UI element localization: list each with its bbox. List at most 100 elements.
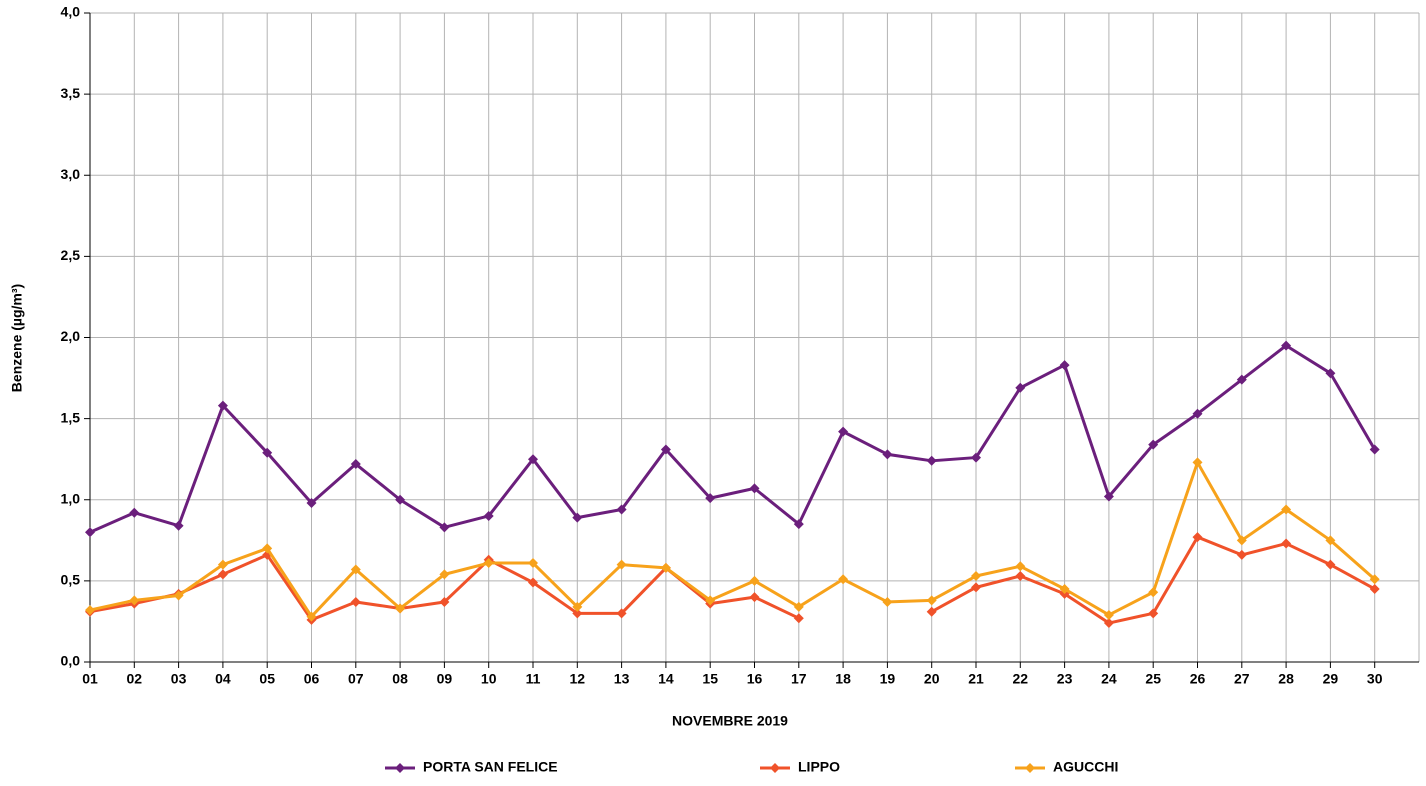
data-point: [217, 569, 228, 580]
data-point: [572, 512, 583, 523]
legend-label: AGUCCHI: [1053, 759, 1118, 775]
data-point: [1281, 340, 1292, 351]
data-point: [1103, 609, 1114, 620]
data-point: [1103, 491, 1114, 502]
x-tick-label: 10: [481, 671, 497, 687]
x-tick-label: 21: [968, 671, 984, 687]
y-tick-label: 0,5: [61, 572, 81, 588]
data-point: [1059, 583, 1070, 594]
x-tick-label: 02: [127, 671, 143, 687]
x-tick-label: 16: [747, 671, 763, 687]
legend-marker: [1025, 763, 1035, 773]
data-point: [439, 522, 450, 533]
data-point: [749, 483, 760, 494]
data-point: [1148, 587, 1159, 598]
x-tick-label: 15: [702, 671, 718, 687]
data-point: [616, 504, 627, 515]
data-point: [926, 595, 937, 606]
data-point: [705, 493, 716, 504]
x-tick-label: 17: [791, 671, 807, 687]
data-point: [306, 611, 317, 622]
x-tick-label: 23: [1057, 671, 1073, 687]
data-point: [395, 494, 406, 505]
data-point: [217, 559, 228, 570]
x-tick-label: 14: [658, 671, 674, 687]
x-tick-label: 04: [215, 671, 231, 687]
data-point: [483, 510, 494, 521]
x-tick-label: 11: [526, 671, 541, 687]
y-tick-label: 1,5: [61, 409, 81, 425]
data-point: [1325, 535, 1336, 546]
data-point: [660, 562, 671, 573]
data-point: [483, 558, 494, 569]
data-point: [1369, 444, 1380, 455]
x-tick-label: 30: [1367, 671, 1383, 687]
data-point: [1236, 374, 1247, 385]
data-point: [350, 564, 361, 575]
y-axis-title: Benzene (µg/m³): [9, 284, 25, 392]
x-tick-label: 19: [880, 671, 896, 687]
data-point: [262, 447, 273, 458]
x-tick-label: 08: [392, 671, 408, 687]
data-point: [528, 454, 538, 465]
data-point: [350, 596, 361, 607]
x-tick-label: 24: [1101, 671, 1117, 687]
data-point: [616, 559, 627, 570]
data-point: [749, 575, 760, 586]
legend-marker: [395, 763, 405, 773]
legend-label: LIPPO: [798, 759, 840, 775]
data-point: [129, 507, 140, 518]
y-tick-label: 0,0: [61, 653, 81, 669]
data-point: [173, 520, 184, 531]
data-point: [85, 527, 95, 538]
x-tick-label: 12: [570, 671, 586, 687]
data-point: [439, 569, 450, 580]
data-point: [838, 574, 849, 585]
series-line: [89, 344, 1376, 534]
data-point: [528, 558, 538, 569]
data-point: [838, 426, 849, 437]
y-tick-label: 2,0: [61, 328, 81, 344]
data-point: [528, 577, 538, 588]
x-tick-label: 03: [171, 671, 187, 687]
y-tick-label: 1,0: [61, 490, 81, 506]
legend-label: PORTA SAN FELICE: [423, 759, 558, 775]
data-point: [1369, 583, 1380, 594]
data-point: [1148, 439, 1159, 450]
data-point: [173, 590, 184, 601]
data-point: [882, 449, 893, 460]
legend-marker: [770, 763, 780, 773]
data-point: [1325, 368, 1336, 379]
data-point: [129, 595, 140, 606]
series-line: [89, 535, 1376, 625]
x-tick-label: 25: [1145, 671, 1161, 687]
y-tick-label: 2,5: [61, 247, 81, 263]
data-point: [882, 596, 893, 607]
data-point: [1015, 382, 1026, 393]
data-point: [926, 455, 937, 466]
y-tick-label: 4,0: [61, 4, 81, 20]
data-point: [793, 601, 804, 612]
data-point: [971, 571, 981, 582]
x-tick-label: 09: [437, 671, 453, 687]
data-point: [1369, 574, 1380, 585]
data-point: [616, 608, 627, 619]
data-point: [971, 452, 981, 463]
data-point: [793, 519, 804, 530]
x-tick-label: 18: [835, 671, 851, 687]
x-tick-label: 20: [924, 671, 940, 687]
data-point: [926, 606, 937, 617]
data-point: [1325, 559, 1336, 570]
data-point: [1281, 504, 1292, 515]
data-point: [1192, 408, 1203, 419]
x-tick-label: 07: [348, 671, 364, 687]
x-axis-title: NOVEMBRE 2019: [672, 713, 788, 729]
data-point: [749, 592, 760, 603]
data-point: [1148, 608, 1159, 619]
data-point: [1236, 549, 1247, 560]
x-tick-label: 01: [82, 671, 98, 687]
x-tick-label: 22: [1013, 671, 1029, 687]
data-point: [439, 596, 450, 607]
data-point: [971, 582, 981, 593]
data-point: [85, 605, 95, 616]
